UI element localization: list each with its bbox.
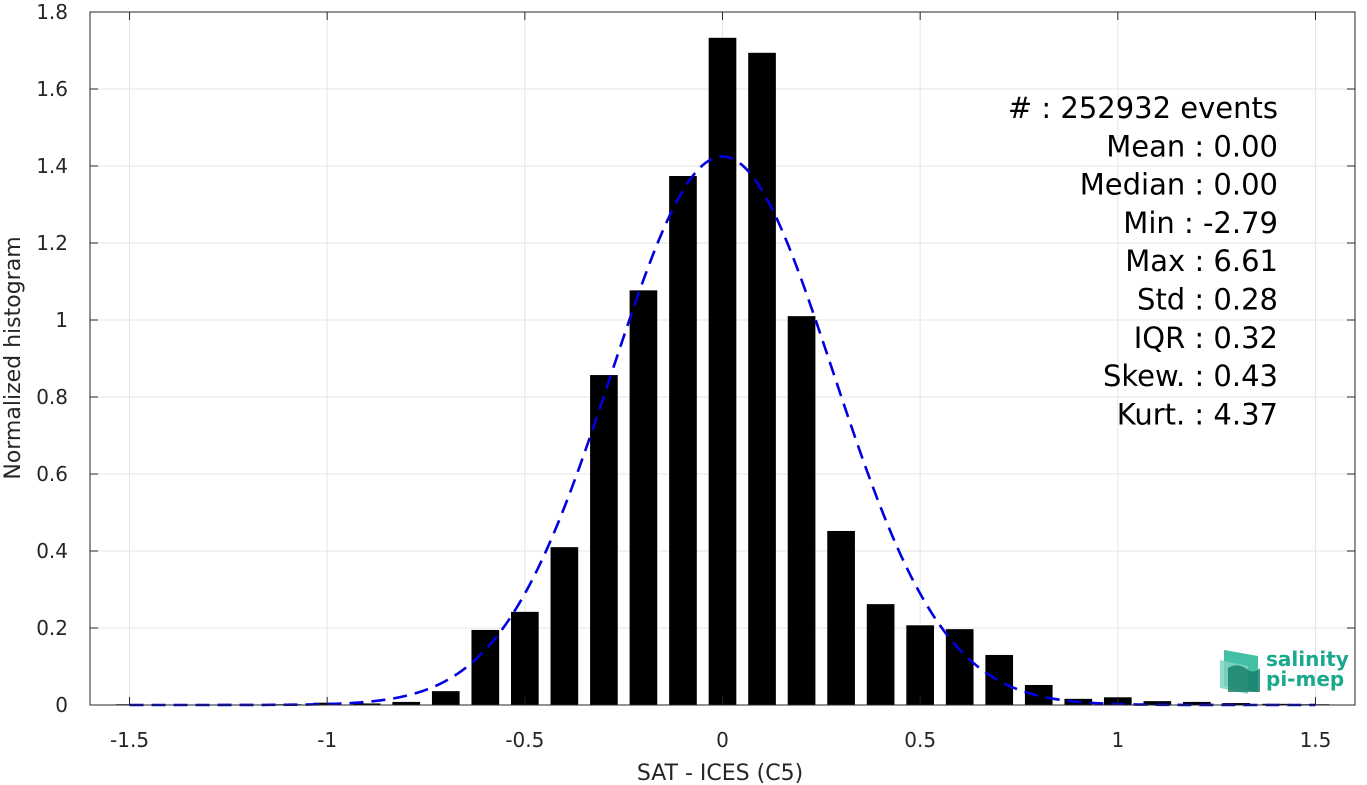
x-tick-label: -0.5	[505, 728, 544, 752]
y-tick-label: 0.6	[36, 462, 68, 486]
histogram-bar	[352, 703, 381, 705]
histogram-bar	[906, 625, 934, 705]
histogram-bar	[748, 52, 776, 706]
y-tick-label: 0.8	[36, 385, 68, 409]
x-tick-label: -1	[317, 728, 337, 752]
y-axis-ticks: 0 0.2 0.4 0.6 0.8 1 1.2 1.4 1.6 1.8	[36, 0, 1355, 717]
histogram-bar	[1143, 701, 1172, 705]
stat-line: Median : 0.00	[1080, 168, 1278, 202]
histogram-bar	[669, 176, 697, 705]
histogram-bar	[629, 290, 658, 705]
histogram-bar	[787, 316, 816, 705]
x-axis-ticks: -1.5 -1 -0.5 0 0.5 1 1.5	[110, 12, 1331, 752]
histogram-bar	[550, 547, 579, 705]
y-tick-label: 1.2	[36, 231, 68, 255]
logo-line-1: salinity	[1266, 647, 1349, 671]
logo-mark-icon	[1220, 650, 1260, 694]
x-tick-label: 0.5	[904, 728, 936, 752]
y-tick-label: 1.8	[36, 0, 68, 24]
y-tick-label: 1.6	[36, 77, 68, 101]
stat-line: IQR : 0.32	[1134, 321, 1278, 355]
logo-line-2: pi-mep	[1266, 667, 1344, 691]
salinity-pi-mep-logo: salinity pi-mep	[1220, 647, 1349, 694]
stat-line: Min : -2.79	[1123, 206, 1278, 240]
stat-line: Max : 6.61	[1125, 244, 1278, 278]
histogram-bars	[115, 37, 1330, 706]
x-tick-label: 1.5	[1300, 728, 1332, 752]
y-axis-label: Normalized histogram	[1, 236, 26, 479]
x-axis-label: SAT - ICES (C5)	[637, 761, 803, 785]
y-tick-label: 0.4	[36, 539, 68, 563]
y-tick-label: 1	[55, 308, 68, 332]
histogram-bar	[471, 629, 500, 705]
y-tick-label: 0	[55, 693, 68, 717]
histogram-bar	[1222, 703, 1251, 705]
stat-line: Mean : 0.00	[1106, 129, 1278, 163]
x-tick-label: -1.5	[110, 728, 149, 752]
x-tick-label: 1	[1111, 728, 1124, 752]
histogram-bar	[945, 629, 974, 705]
histogram-bar	[1183, 701, 1211, 705]
histogram-bar	[866, 604, 895, 705]
statistics-box: # : 252932 events Mean : 0.00 Median : 0.0…	[1008, 91, 1278, 431]
histogram-bar	[708, 37, 737, 706]
histogram-bar	[511, 611, 539, 705]
histogram-bar	[431, 691, 460, 705]
x-tick-label: 0	[716, 728, 729, 752]
histogram-bar	[827, 530, 855, 705]
histogram-bar	[1024, 684, 1053, 705]
histogram-bar	[985, 654, 1014, 705]
stat-line: # : 252932 events	[1008, 91, 1278, 125]
stat-line: Kurt. : 4.37	[1117, 397, 1278, 431]
histogram-bar	[392, 701, 421, 705]
histogram-bar	[590, 375, 618, 705]
y-tick-label: 0.2	[36, 616, 68, 640]
stat-line: Std : 0.28	[1137, 283, 1278, 317]
stat-line: Skew. : 0.43	[1103, 359, 1278, 393]
y-tick-label: 1.4	[36, 154, 68, 178]
